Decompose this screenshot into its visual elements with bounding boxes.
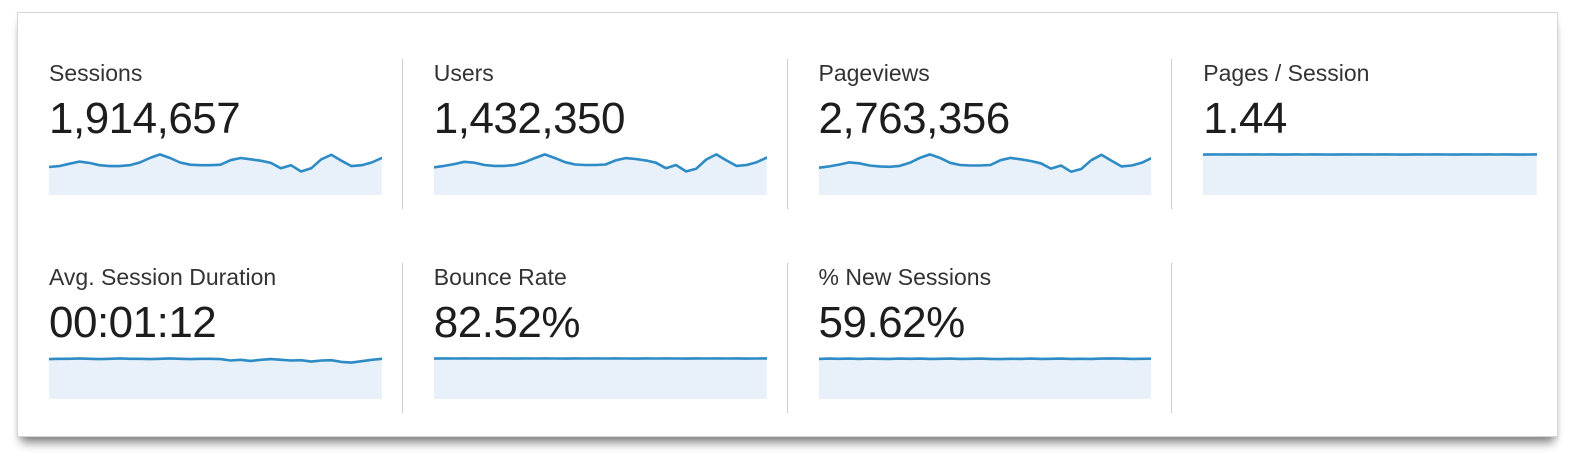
metric-card-bounce-rate: Bounce Rate 82.52% (403, 263, 788, 413)
sparkline-new-sessions (818, 356, 1152, 399)
metric-label-users: Users (433, 60, 494, 86)
sparkline-svg (818, 357, 1152, 399)
metrics-overview-panel: Sessions 1,914,657 Users 1,432,350 Pagev… (17, 12, 1558, 437)
metric-label-sessions: Sessions (49, 60, 143, 86)
sparkline-svg (49, 357, 382, 399)
metric-card-new-sessions: % New Sessions 59.62% (788, 263, 1173, 413)
sparkline-svg (433, 153, 767, 195)
sparkline-line (818, 357, 1152, 361)
metric-label-bounce-rate: Bounce Rate (433, 264, 567, 290)
sparkline-bounce-rate (433, 356, 767, 399)
metric-label-new-sessions: % New Sessions (818, 264, 992, 290)
metric-value-avg-session-duration: 00:01:12 (49, 298, 217, 347)
metric-value-sessions: 1,914,657 (49, 94, 241, 143)
metric-card-avg-session-duration: Avg. Session Duration 00:01:12 (18, 263, 403, 413)
metric-card-users: Users 1,432,350 (403, 59, 788, 209)
metric-card-sessions: Sessions 1,914,657 (18, 59, 403, 209)
metric-label-avg-session-duration: Avg. Session Duration (49, 264, 277, 290)
sparkline-svg (818, 153, 1152, 195)
sparkline-area (1203, 154, 1537, 195)
sparkline-pages-per-session (1203, 152, 1537, 195)
sparkline-line (49, 357, 382, 364)
metric-card-pageviews: Pageviews 2,763,356 (788, 59, 1173, 209)
metric-label-pageviews: Pageviews (818, 60, 930, 86)
sparkline-users (433, 152, 767, 195)
metric-label-pages-per-session: Pages / Session (1203, 60, 1370, 86)
empty-cell (1172, 263, 1557, 413)
sparkline-sessions (49, 152, 382, 195)
sparkline-svg (49, 153, 382, 195)
metric-value-new-sessions: 59.62% (818, 298, 966, 347)
sparkline-svg (433, 357, 767, 399)
sparkline-avg-session-duration (49, 356, 382, 399)
sparkline-area (49, 358, 382, 399)
sparkline-line (49, 153, 382, 173)
sparkline-svg (1203, 153, 1537, 195)
sparkline-area (818, 154, 1152, 195)
metric-value-pageviews: 2,763,356 (818, 94, 1011, 143)
metrics-row-2: Avg. Session Duration 00:01:12 Bounce Ra… (18, 263, 1557, 413)
metric-value-bounce-rate: 82.52% (433, 298, 581, 347)
sparkline-area (49, 154, 382, 195)
metrics-row-1: Sessions 1,914,657 Users 1,432,350 Pagev… (18, 59, 1557, 209)
metric-value-users: 1,432,350 (433, 94, 626, 143)
sparkline-pageviews (818, 152, 1152, 195)
sparkline-area (433, 154, 767, 195)
sparkline-line (818, 153, 1152, 174)
sparkline-area (433, 358, 767, 399)
sparkline-area (818, 358, 1152, 399)
metric-card-pages-per-session: Pages / Session 1.44 (1172, 59, 1557, 209)
sparkline-line (433, 153, 767, 173)
metric-value-pages-per-session: 1.44 (1203, 94, 1287, 143)
